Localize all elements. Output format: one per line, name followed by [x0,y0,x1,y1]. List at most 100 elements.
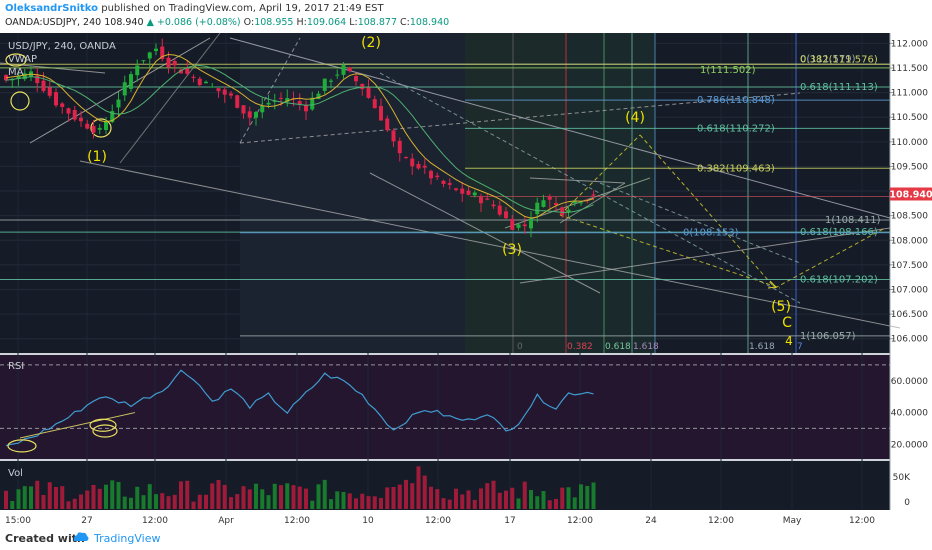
zone-shade [565,33,655,353]
candle-body [566,209,571,213]
volume-bar [210,483,215,509]
fib-label: 0.786(110.848) [697,95,775,106]
candle-body [235,95,240,108]
time-tick-label: 24 [645,516,657,526]
candle-body [460,188,465,194]
fib-label: 0.618(111.113) [800,82,878,93]
volume-bar [554,498,558,509]
price-tick-label: 111.500 [891,64,928,74]
open-label: O: [243,17,255,28]
price-tick-label: 108.500 [891,212,928,222]
volume-bar [441,498,446,509]
price-tick-label: 109.500 [891,162,928,172]
trend-line [519,227,891,284]
candles [4,38,596,238]
trend-line [529,177,626,184]
volume-bar [135,486,140,509]
highlight-ellipse [90,118,112,138]
candle-body [66,108,71,114]
legend-symbol: USD/JPY, 240, OANDA [8,41,116,52]
volume-bar [179,481,183,509]
price-tick-label: 111.000 [891,89,928,99]
candle-body [35,75,40,84]
candle-body [316,93,321,100]
volume-bar [254,483,258,509]
volume-bar [297,486,302,509]
candle-body [229,93,233,96]
candle-body [497,205,502,215]
volume-bar [329,499,333,509]
candle-body [285,98,290,102]
volume-bar [572,497,577,509]
volume-bar [285,483,290,509]
volume-bar [429,486,433,509]
candle-body [166,57,171,68]
volume-bar [129,497,133,509]
fib-label: 0.618(110.272) [697,123,775,134]
candle-body [441,180,446,184]
author-link[interactable]: OleksandrSnitko [5,3,99,14]
volume-bar [272,483,277,509]
candle-body [254,112,258,118]
volume-bar [529,489,533,509]
volume-label: Vol [8,468,23,479]
volume-bar [16,489,21,509]
time-ticks: 15:00 27 12:00 Apr 12:00 10 12:00 17 12:00 24 12:0… [5,516,875,526]
candle-body [41,80,46,92]
candle-body [210,86,215,88]
trend-drawings [0,33,901,438]
candle-body [22,73,27,80]
tradingview-link[interactable]: TradingView [94,532,161,545]
volume-bar [560,487,565,509]
high-value: 109.064 [306,17,347,28]
volume-bar [547,500,552,509]
time-tick-label: 12:00 [567,516,593,526]
time-tick-label: May [783,516,802,526]
candle-body [547,196,552,200]
candle-body [510,219,515,230]
volume-bar [504,490,508,509]
candle-body [122,82,127,96]
volume-bar [354,498,358,509]
candle-body [129,74,133,89]
ma-line [5,53,594,219]
candle-body [454,188,458,191]
volume-bar [235,494,240,509]
candle-body [416,164,421,169]
low-label: L: [349,17,358,28]
trend-line [639,134,776,289]
candle-body [335,74,340,76]
rsi-pane[interactable] [0,355,890,459]
time-fib-label: 0.382 [567,342,593,352]
price-tick-label: 107.500 [891,261,928,271]
candle-body [485,198,490,200]
fib-label: 0(111.579) [800,54,856,65]
volume-bar [266,495,271,509]
time-fib-zones: 0 0.382 0.618 1.618 1.618 7 [240,33,803,353]
volume-bar [485,483,490,509]
candle-body [47,87,52,96]
volume-bar [216,480,221,509]
volume-bar [579,484,583,509]
wave-label: (5) [771,299,791,315]
candle-body [347,67,352,72]
volume-bar [491,480,496,509]
legend-vwap[interactable]: VWAP [8,54,37,65]
time-tick-label: 12:00 [142,516,168,526]
time-axis[interactable] [0,510,890,528]
trend-line [379,72,801,304]
volume-bar [279,485,283,509]
legend-ma[interactable]: MA [8,67,24,78]
trend-line [239,37,301,144]
candle-body [435,175,440,178]
candle-body [360,83,365,90]
rsi-indicator: 60.0000 40.0000 20.0000 [0,364,928,453]
volume-bar [379,498,383,509]
price-axis[interactable] [890,33,932,528]
time-tick-label: 10 [362,516,374,526]
candle-body [185,68,190,74]
candle-body [247,111,252,118]
volume-bar [454,488,458,509]
volume-bar [222,484,227,509]
price-chart[interactable]: 0 0.382 0.618 1.618 1.618 7 0(111.579)1(111.5… [0,33,932,528]
